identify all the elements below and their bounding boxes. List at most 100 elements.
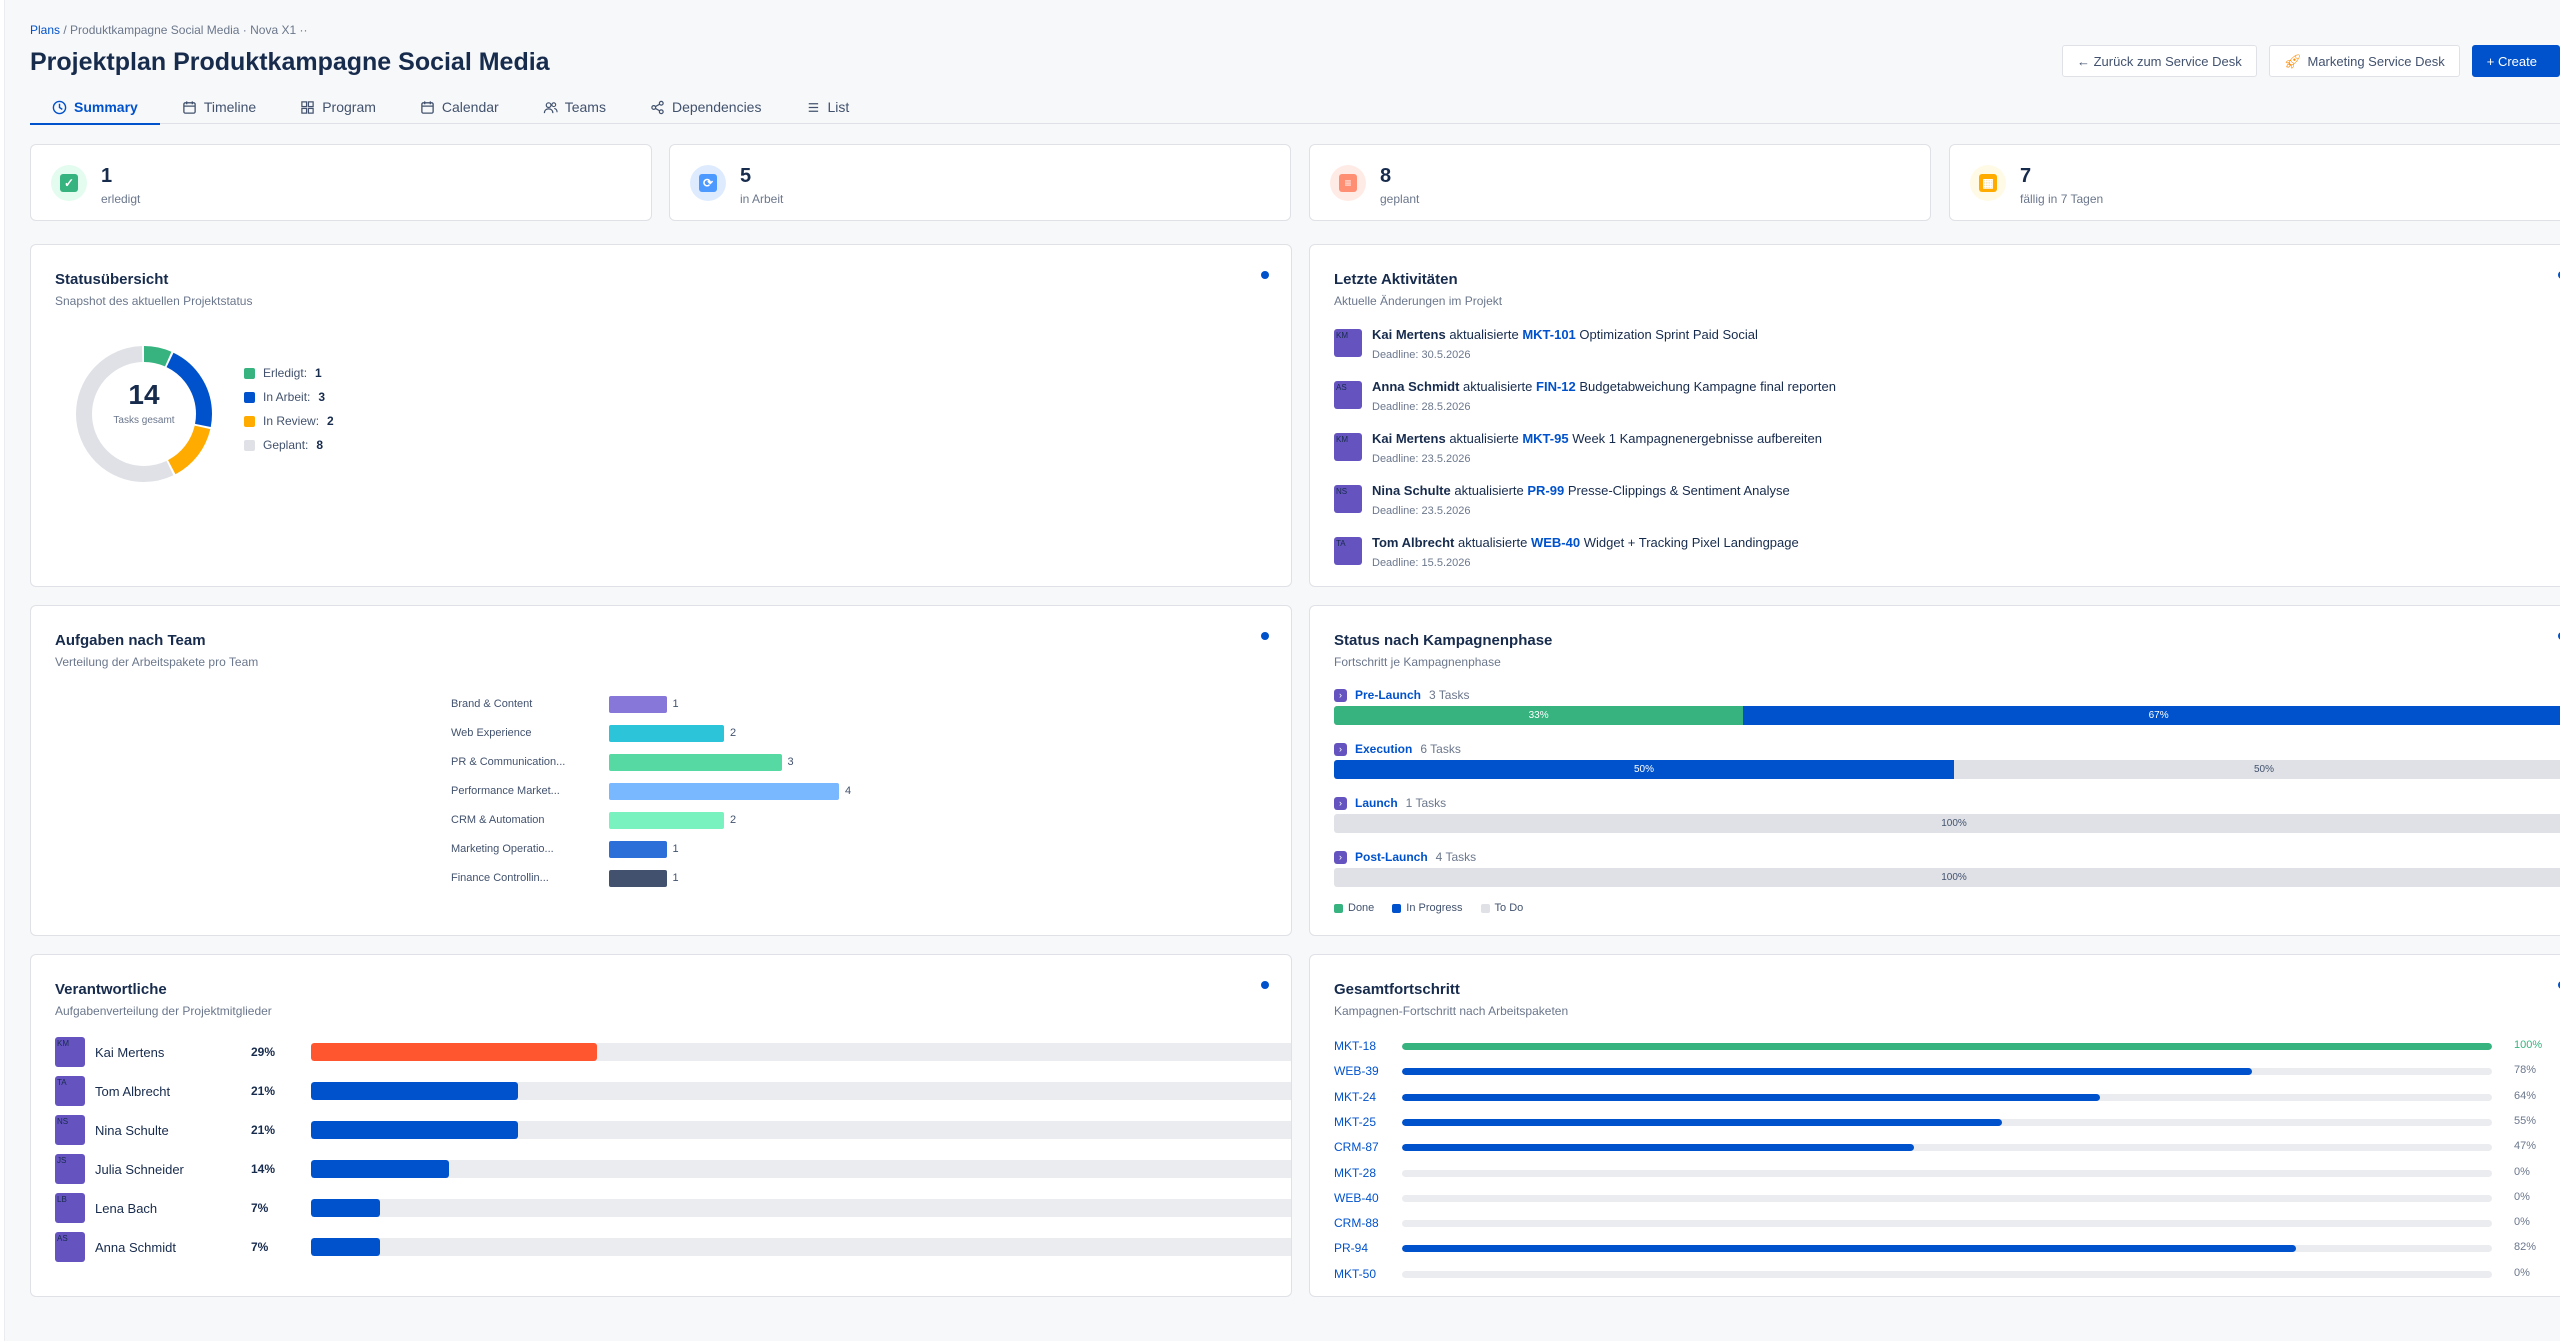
stat-card-done: ✓ 1 erledigt: [30, 144, 652, 221]
team-bar[interactable]: [609, 783, 839, 800]
team-bar-row: Marketing Operatio... 1: [31, 839, 931, 861]
tab-timeline[interactable]: Timeline: [160, 90, 278, 124]
team-bar[interactable]: [609, 812, 724, 829]
stat-label: geplant: [1380, 192, 1420, 206]
issue-key-link[interactable]: MKT-95: [1522, 431, 1569, 446]
phase-task-count: 6 Tasks: [1420, 742, 1461, 756]
phase-name-link[interactable]: Post-Launch: [1355, 850, 1428, 864]
issue-key-link[interactable]: PR-99: [1527, 483, 1565, 498]
person-percent: 21%: [251, 1084, 276, 1098]
status-legend-item: Erledigt: 1: [244, 361, 334, 385]
progress-bar-fill: [1402, 1068, 2253, 1076]
donut-slice: [76, 346, 212, 482]
team-bar-chart: Brand & Content 1 Web Experience 2 PR & Comm…: [31, 694, 931, 924]
phase-bar-segment[interactable]: 67%: [1743, 706, 2560, 725]
phase-header: › Execution 6 Tasks: [1334, 742, 1461, 756]
issue-key-link[interactable]: MKT-50: [1334, 1266, 1377, 1281]
activity-item[interactable]: KM Kai Mertens aktualisierte MKT-95 Week …: [1334, 431, 2534, 479]
progress-percent: 0%: [2514, 1216, 2530, 1229]
activity-item[interactable]: TA Tom Albrecht aktualisierte WEB-40 Widg…: [1334, 535, 2534, 583]
issue-key-link[interactable]: PR-94: [1334, 1241, 1369, 1256]
issue-key-link[interactable]: FIN-12: [1536, 379, 1576, 394]
legend-label: Erledigt:: [263, 366, 308, 380]
team-bar[interactable]: [609, 841, 667, 858]
phase-name-link[interactable]: Launch: [1355, 796, 1398, 810]
team-bar-row: CRM & Automation 2: [31, 810, 931, 832]
phase-name-link[interactable]: Execution: [1355, 742, 1413, 756]
person-name: Julia Schneider: [95, 1162, 184, 1177]
issue-key-link[interactable]: MKT-25: [1334, 1114, 1377, 1129]
progress-row: MKT-24 64%: [1334, 1088, 2560, 1108]
issue-key-link[interactable]: WEB-39: [1334, 1064, 1379, 1079]
person-percent: 29%: [251, 1045, 276, 1059]
back-to-service-desk-button[interactable]: ← Zurück zum Service Desk: [2062, 45, 2257, 77]
tab-label: Calendar: [441, 99, 499, 115]
phase-bar-segment[interactable]: 50%: [1954, 760, 2560, 779]
issue-key-link[interactable]: CRM-87: [1334, 1140, 1379, 1155]
issue-key-link[interactable]: MKT-18: [1334, 1039, 1377, 1053]
tab-teams[interactable]: Teams: [521, 90, 628, 124]
activity-user: Nina Schulte: [1372, 483, 1451, 498]
card-menu-dot[interactable]: [2558, 981, 2560, 989]
person-name: Lena Bach: [95, 1201, 158, 1216]
card-menu-dot[interactable]: [1261, 981, 1269, 989]
person-name: Tom Albrecht: [95, 1084, 171, 1099]
grid-icon: [301, 100, 314, 114]
phase-row: › Post-Launch 4 Tasks 100%: [1334, 850, 2560, 902]
progress-percent: 82%: [2514, 1241, 2537, 1254]
person-percent: 21%: [251, 1123, 276, 1137]
tab-calendar[interactable]: Calendar: [398, 90, 521, 124]
phase-bar-segment[interactable]: 33%: [1334, 706, 1744, 725]
breadcrumb-plans-link[interactable]: Plans: [30, 23, 61, 37]
activity-item[interactable]: KM Kai Mertens aktualisierte MKT-101 Opti…: [1334, 327, 2534, 375]
people-icon: [543, 101, 558, 113]
team-bar-value: 2: [730, 727, 737, 739]
card-menu-dot[interactable]: [1261, 632, 1269, 640]
refresh-icon: ⟳: [699, 174, 717, 192]
activity-item[interactable]: AS Anna Schmidt aktualisierte FIN-12 Budg…: [1334, 379, 2534, 427]
person-row[interactable]: AS Anna Schmidt 7%: [55, 1232, 1291, 1262]
issue-key-link[interactable]: CRM-88: [1334, 1216, 1379, 1231]
phase-name-link[interactable]: Pre-Launch: [1355, 688, 1422, 702]
phase-bar-segment[interactable]: 50%: [1334, 760, 1954, 779]
share-icon: [651, 100, 664, 114]
team-bar[interactable]: [609, 870, 667, 887]
person-bar-track: [311, 1160, 1291, 1178]
card-menu-dot[interactable]: [2558, 271, 2560, 279]
card-menu-dot[interactable]: [2558, 632, 2560, 640]
avatar: NS: [1334, 485, 1362, 513]
team-bar[interactable]: [609, 696, 667, 713]
issue-summary: Week 1 Kampagnenergebnisse aufbereiten: [1572, 431, 1823, 446]
activity-text: Kai Mertens aktualisierte MKT-95 Week 1 …: [1372, 431, 1822, 446]
create-button[interactable]: + Create: [2471, 45, 2560, 77]
avatar: NS: [55, 1115, 85, 1145]
issue-key-link[interactable]: WEB-40: [1530, 535, 1581, 550]
stat-value: 7: [2020, 165, 2032, 187]
person-row[interactable]: KM Kai Mertens 29%: [55, 1037, 1291, 1067]
issue-key-link[interactable]: WEB-40: [1334, 1190, 1379, 1205]
phase-bar-segment[interactable]: 100%: [1334, 814, 2560, 833]
team-bar[interactable]: [609, 725, 724, 742]
legend-label: Geplant:: [263, 438, 309, 452]
issue-key-link[interactable]: MKT-24: [1334, 1089, 1377, 1104]
person-row[interactable]: LB Lena Bach 7%: [55, 1193, 1291, 1223]
activity-deadline: Deadline: 23.5.2026: [1372, 453, 1471, 465]
card-menu-dot[interactable]: [1261, 271, 1269, 279]
team-bar-value: 1: [672, 872, 679, 884]
issue-key-link[interactable]: MKT-101: [1522, 327, 1576, 342]
tab-list[interactable]: List: [783, 90, 871, 124]
tab-dependencies[interactable]: Dependencies: [628, 90, 784, 124]
person-row[interactable]: NS Nina Schulte 21%: [55, 1115, 1291, 1145]
team-bar[interactable]: [609, 754, 782, 771]
issue-key-link[interactable]: MKT-28: [1334, 1165, 1377, 1180]
activity-item[interactable]: NS Nina Schulte aktualisierte PR-99 Press…: [1334, 483, 2534, 531]
person-row[interactable]: JS Julia Schneider 14%: [55, 1154, 1291, 1184]
tab-program[interactable]: Program: [278, 90, 398, 124]
legend-value: 3: [318, 390, 326, 404]
tab-label: Dependencies: [671, 99, 762, 115]
person-row[interactable]: TA Tom Albrecht 21%: [55, 1076, 1291, 1106]
tab-summary[interactable]: Summary: [30, 90, 160, 125]
phase-bar-segment[interactable]: 100%: [1334, 868, 2560, 887]
donut-total: 14: [128, 379, 160, 410]
marketing-service-desk-button[interactable]: 🚀︎ Marketing Service Desk: [2268, 45, 2460, 77]
